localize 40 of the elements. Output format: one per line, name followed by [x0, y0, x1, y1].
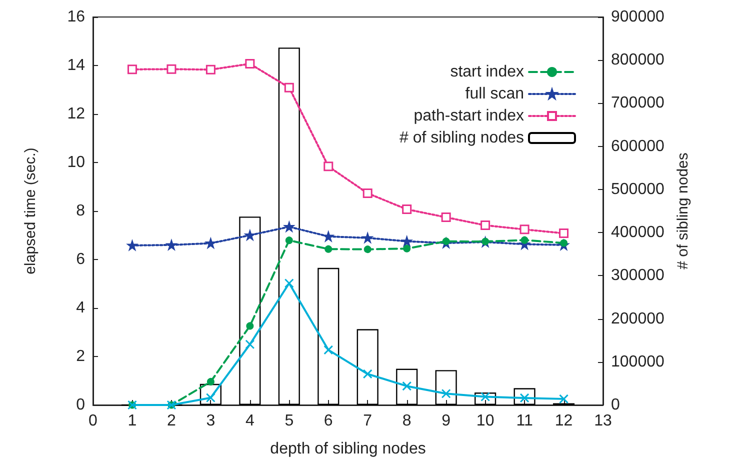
y2-tick-label: 0 [611, 396, 620, 414]
x-tick-label: 3 [206, 412, 216, 430]
y-tick-label: 12 [67, 106, 86, 122]
x-tick-label: 7 [363, 412, 372, 430]
y2-tick-label: 200000 [611, 310, 664, 328]
legend-label: full scan [465, 86, 524, 102]
y-tick-label: 10 [67, 154, 86, 171]
y2-tick-label: 800000 [611, 52, 664, 69]
legend-label: path-start index [414, 108, 524, 124]
legend-label: # of sibling nodes [399, 130, 524, 146]
y2-tick-label: 500000 [611, 180, 664, 198]
y-tick-label: 16 [67, 8, 86, 26]
x-tick-label: 13 [594, 412, 612, 430]
y-tick-label: 14 [67, 57, 86, 74]
x-tick-label: 5 [284, 412, 294, 430]
legend-label: start index [450, 64, 524, 80]
y2-tick-label: 700000 [611, 94, 664, 112]
x-tick-label: 2 [167, 412, 176, 430]
x-tick-label: 8 [402, 412, 412, 430]
x-tick-label: 11 [516, 412, 533, 430]
y-tick-label: 8 [76, 202, 86, 220]
x-tick-label: 1 [128, 412, 137, 430]
x-tick-label: 4 [245, 412, 254, 430]
y-tick-label: 6 [76, 251, 86, 268]
y2-tick-label: 900000 [611, 8, 664, 26]
x-tick-label: 9 [442, 412, 451, 430]
x-tick-label: 0 [88, 412, 98, 430]
y2-tick-label: 400000 [611, 224, 664, 242]
y-axis-title: elapsed time (sec.) [22, 148, 39, 274]
y2-axis-title: # of sibling nodes [674, 152, 692, 270]
x-axis-title: depth of sibling nodes [270, 440, 426, 458]
y-tick-label: 2 [76, 348, 86, 365]
x-tick-label: 6 [324, 412, 333, 430]
x-tick-label: 12 [554, 412, 573, 430]
y-tick-label: 4 [76, 300, 86, 316]
y2-tick-label: 600000 [611, 138, 664, 155]
y2-tick-label: 100000 [611, 353, 664, 370]
y-tick-label: 0 [76, 396, 86, 414]
x-tick-label: 10 [476, 412, 494, 430]
y2-tick-label: 300000 [611, 267, 664, 284]
